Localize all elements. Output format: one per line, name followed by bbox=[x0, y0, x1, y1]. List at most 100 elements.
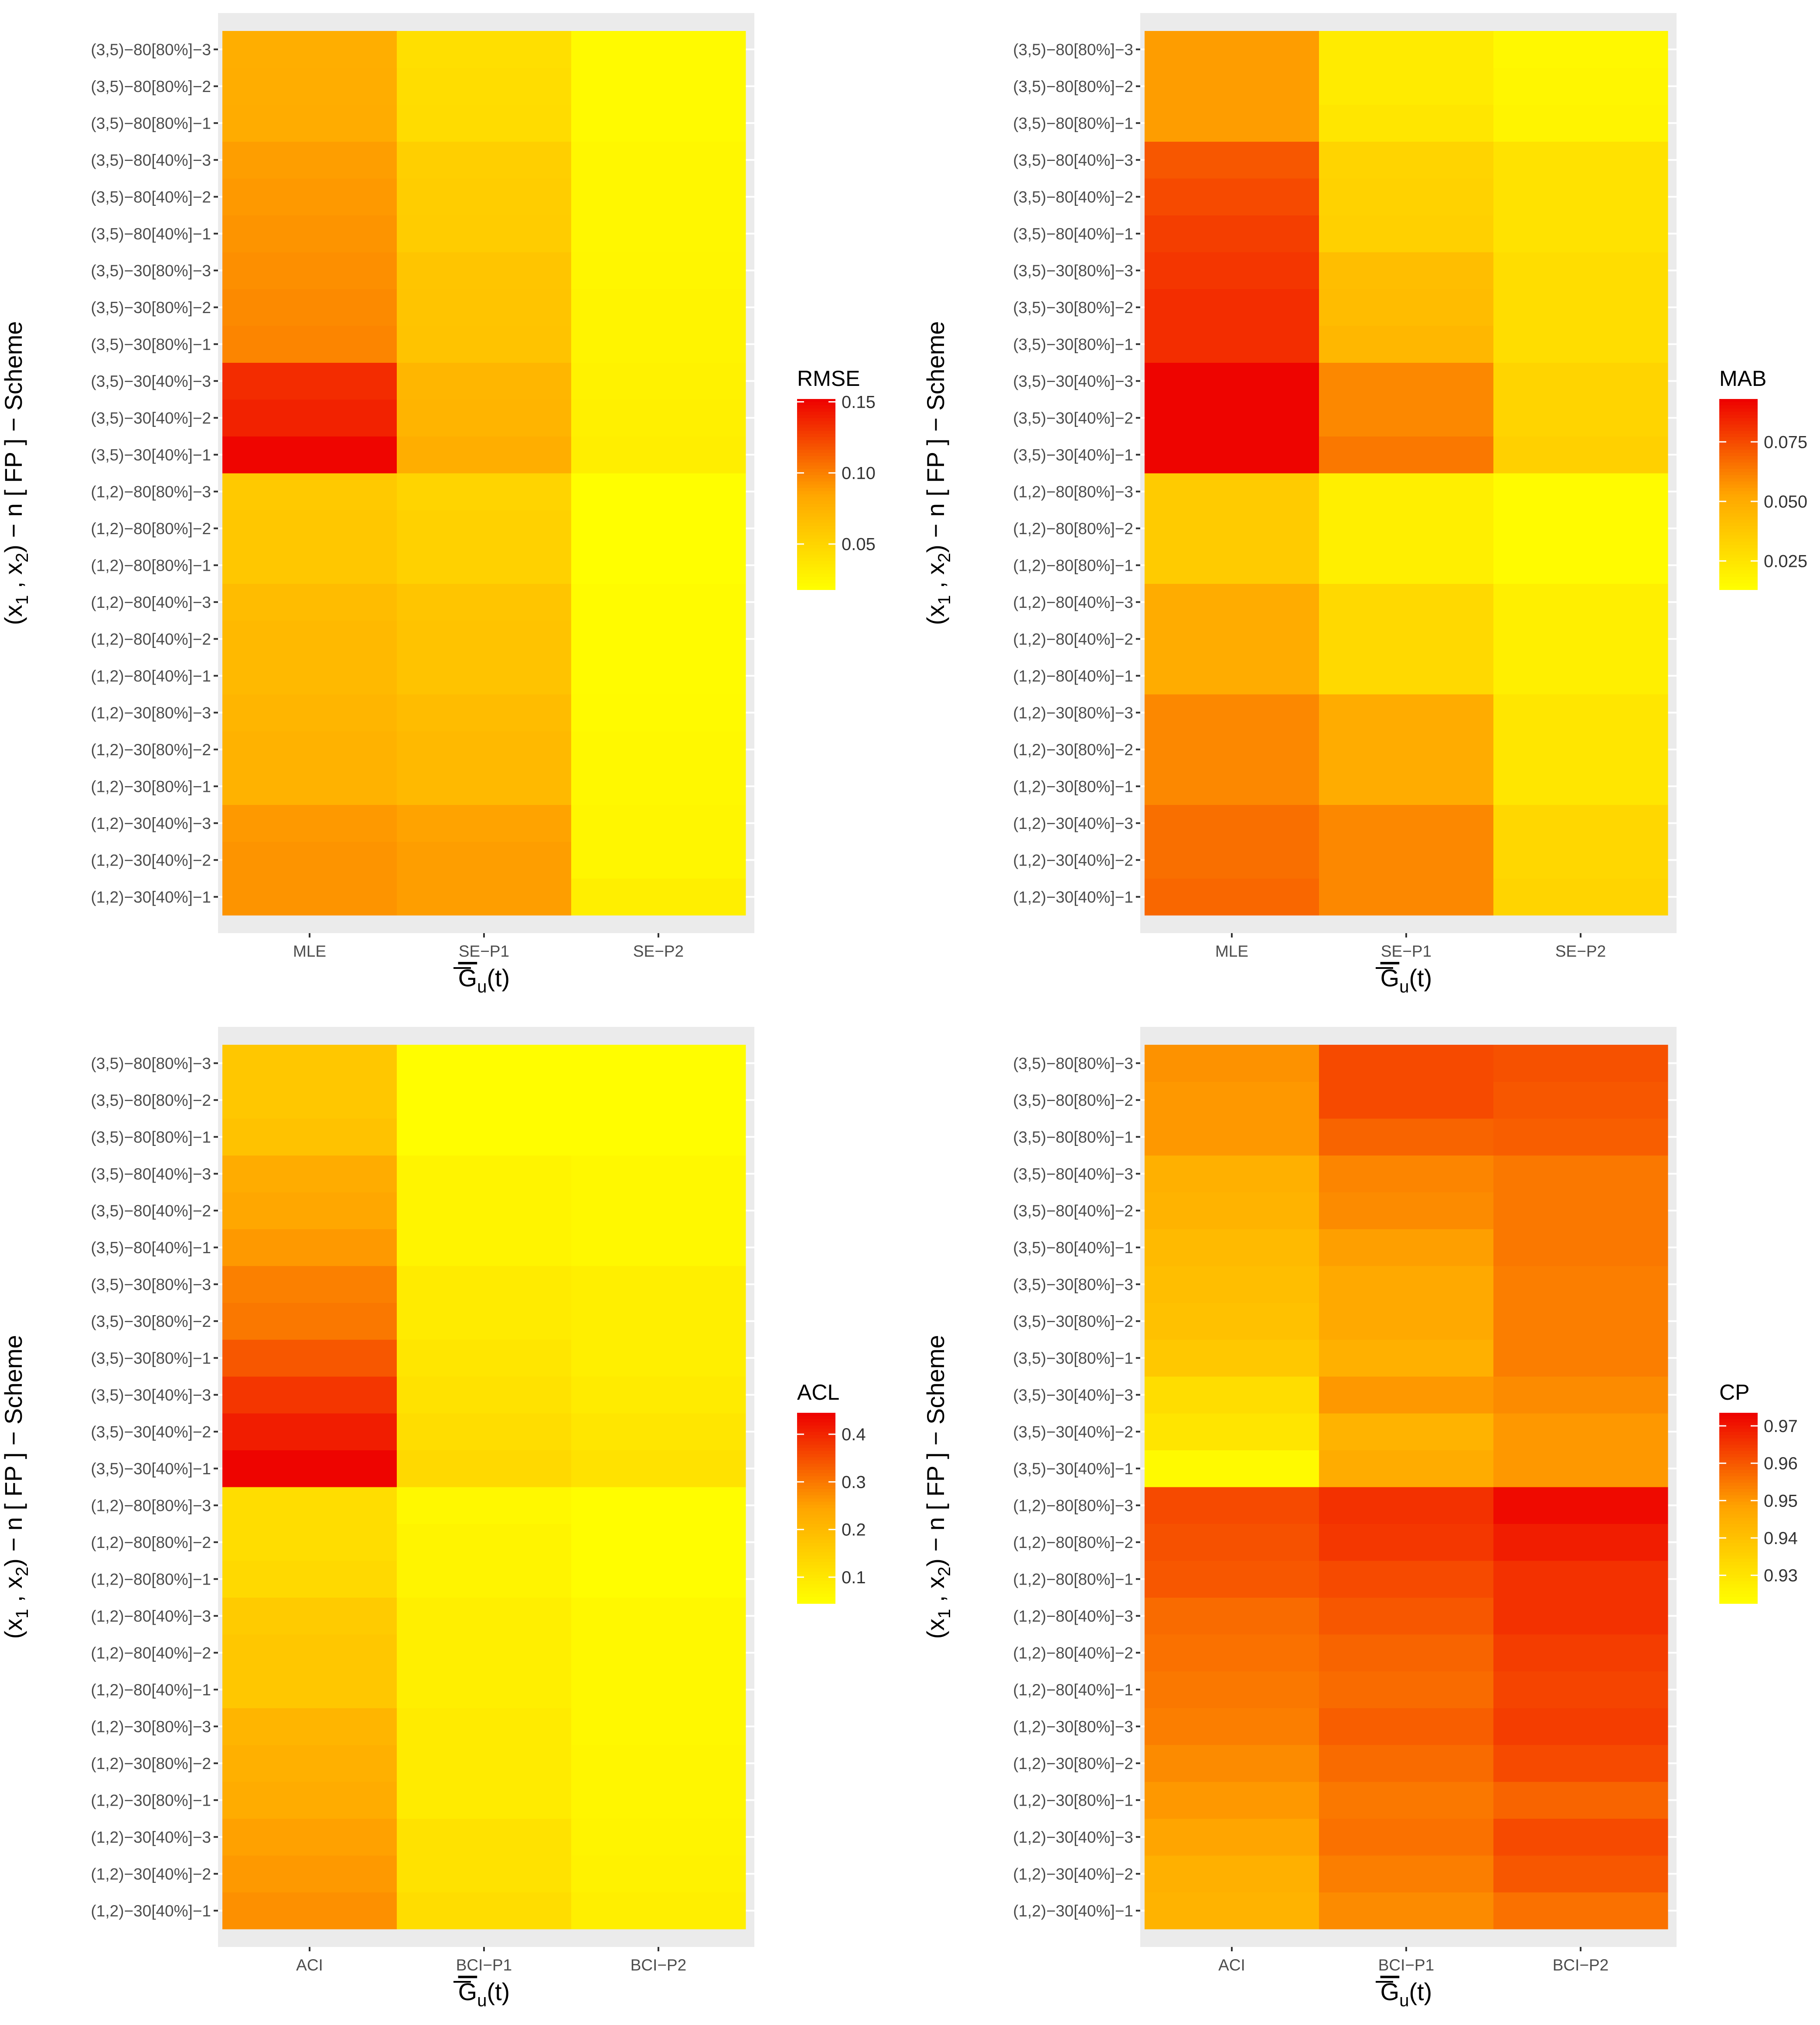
y-tick-label: (3,5)−30[80%]−1 bbox=[1013, 335, 1133, 353]
legend-colorbar-step bbox=[1719, 1463, 1758, 1467]
legend-tick-label: 0.4 bbox=[842, 1425, 866, 1444]
legend-colorbar-step bbox=[1719, 504, 1758, 508]
legend: MAB 0.025 0.050 0.075 bbox=[1719, 366, 1807, 590]
legend-colorbar-step bbox=[797, 510, 835, 514]
heatmap-cell bbox=[222, 1118, 397, 1156]
heatmap-cell bbox=[1319, 547, 1494, 584]
heatmap-cell bbox=[397, 68, 572, 105]
heatmap-cell bbox=[222, 768, 397, 805]
x-tick-label: MLE bbox=[1215, 942, 1248, 960]
heatmap-cell bbox=[571, 1155, 746, 1193]
heatmap-cell bbox=[1145, 1671, 1319, 1708]
legend-colorbar-step bbox=[797, 1505, 835, 1509]
legend-colorbar-step bbox=[797, 402, 835, 406]
heatmap-cell bbox=[1493, 1450, 1668, 1487]
heatmap-cell bbox=[1493, 547, 1668, 584]
legend-colorbar-step bbox=[797, 570, 835, 574]
y-tick-label: (1,2)−80[80%]−1 bbox=[91, 556, 211, 574]
heatmap-cell bbox=[1145, 31, 1319, 68]
legend-colorbar-step bbox=[797, 1527, 835, 1531]
legend-colorbar-step bbox=[1719, 1470, 1758, 1474]
y-tick-label: (3,5)−80[40%]−2 bbox=[1013, 188, 1133, 206]
legend-colorbar-step bbox=[1719, 447, 1758, 450]
y-tick-label: (3,5)−30[80%]−3 bbox=[1013, 262, 1133, 280]
y-tick-label: (3,5)−80[40%]−1 bbox=[1013, 1239, 1133, 1257]
heatmap-cell bbox=[222, 1155, 397, 1193]
heatmap-cell bbox=[397, 141, 572, 179]
x-axis-title: Gu(t) bbox=[458, 1978, 510, 2010]
heatmap-cell bbox=[571, 105, 746, 142]
y-tick-label: (3,5)−30[40%]−3 bbox=[91, 372, 211, 390]
x-tick-label: BCI−P2 bbox=[1553, 1956, 1609, 1974]
heatmap-cell bbox=[1319, 1524, 1494, 1561]
legend-colorbar-step bbox=[1719, 558, 1758, 562]
heatmap-cell bbox=[1319, 326, 1494, 363]
heatmap-cell bbox=[397, 1634, 572, 1671]
legend-colorbar-step bbox=[797, 580, 835, 584]
heatmap-cell bbox=[1145, 215, 1319, 252]
heatmap-cell bbox=[571, 1450, 746, 1487]
legend-colorbar-step bbox=[1719, 1508, 1758, 1512]
heatmap-cell bbox=[1145, 68, 1319, 105]
heatmap-cell bbox=[571, 1266, 746, 1303]
legend-colorbar-step bbox=[1719, 1486, 1758, 1490]
heatmap-cell bbox=[222, 105, 397, 142]
legend-colorbar-step bbox=[1719, 465, 1758, 470]
y-tick-label: (1,2)−80[80%]−2 bbox=[91, 1534, 211, 1551]
x-tick-label: BCI−P1 bbox=[456, 1956, 512, 1974]
heatmap-tiles bbox=[222, 1045, 746, 1930]
heatmap-cell bbox=[1493, 252, 1668, 289]
y-tick-label: (1,2)−80[40%]−3 bbox=[91, 593, 211, 611]
legend-colorbar-step bbox=[797, 430, 835, 435]
legend-title: RMSE bbox=[797, 366, 860, 391]
y-tick-label: (3,5)−80[80%]−1 bbox=[1013, 114, 1133, 132]
legend-colorbar-step bbox=[1719, 1600, 1758, 1604]
heatmap-cell bbox=[571, 1855, 746, 1892]
heatmap-cell bbox=[222, 1561, 397, 1598]
heatmap-cell bbox=[397, 768, 572, 805]
legend-colorbar-step bbox=[1719, 427, 1758, 431]
legend-colorbar-step bbox=[1719, 1552, 1758, 1556]
legend-colorbar-step bbox=[797, 1590, 835, 1595]
heatmap-cell bbox=[397, 1671, 572, 1708]
y-tick-label: (1,2)−80[40%]−1 bbox=[1013, 1681, 1133, 1699]
heatmap-cell bbox=[397, 842, 572, 879]
legend-colorbar-step bbox=[797, 1597, 835, 1601]
heatmap-cell bbox=[1145, 694, 1319, 731]
legend-colorbar-step bbox=[1719, 412, 1758, 416]
heatmap-cell bbox=[222, 583, 397, 621]
heatmap-cell bbox=[1319, 1855, 1494, 1892]
heatmap-cell bbox=[1319, 583, 1494, 621]
heatmap-cell bbox=[571, 1597, 746, 1635]
legend-colorbar-step bbox=[797, 491, 835, 495]
heatmap-cell bbox=[1319, 1081, 1494, 1119]
legend-colorbar-step bbox=[1719, 1498, 1758, 1502]
legend-colorbar-step bbox=[797, 1470, 835, 1474]
heatmap-cell bbox=[1319, 1450, 1494, 1487]
heatmap-cell bbox=[397, 1413, 572, 1450]
heatmap-cell bbox=[571, 1192, 746, 1229]
legend-colorbar-step bbox=[1719, 501, 1758, 505]
heatmap-cell bbox=[222, 878, 397, 916]
legend-colorbar-step bbox=[1719, 481, 1758, 485]
y-tick-label: (3,5)−80[80%]−1 bbox=[91, 1128, 211, 1146]
legend-colorbar-step bbox=[797, 1517, 835, 1521]
legend-colorbar-step bbox=[1719, 475, 1758, 479]
heatmap-cell bbox=[222, 510, 397, 547]
legend-colorbar-step bbox=[1719, 1568, 1758, 1572]
legend-colorbar-step bbox=[797, 494, 835, 498]
heatmap-cell bbox=[397, 657, 572, 695]
heatmap-cell bbox=[571, 1708, 746, 1745]
legend-colorbar-step bbox=[1719, 497, 1758, 501]
y-tick-label: (3,5)−30[80%]−2 bbox=[1013, 299, 1133, 317]
x-tick-label: SE−P2 bbox=[633, 942, 684, 960]
legend-colorbar-step bbox=[1719, 1511, 1758, 1515]
legend-colorbar-step bbox=[797, 573, 835, 577]
legend-colorbar-step bbox=[797, 539, 835, 542]
heatmap-cell bbox=[1145, 399, 1319, 436]
legend-colorbar-step bbox=[797, 1587, 835, 1591]
legend-colorbar-step bbox=[797, 1432, 835, 1435]
heatmap-cell bbox=[1319, 1561, 1494, 1598]
y-tick-label: (3,5)−80[40%]−1 bbox=[91, 1239, 211, 1257]
y-tick-label: (1,2)−30[40%]−1 bbox=[1013, 888, 1133, 906]
